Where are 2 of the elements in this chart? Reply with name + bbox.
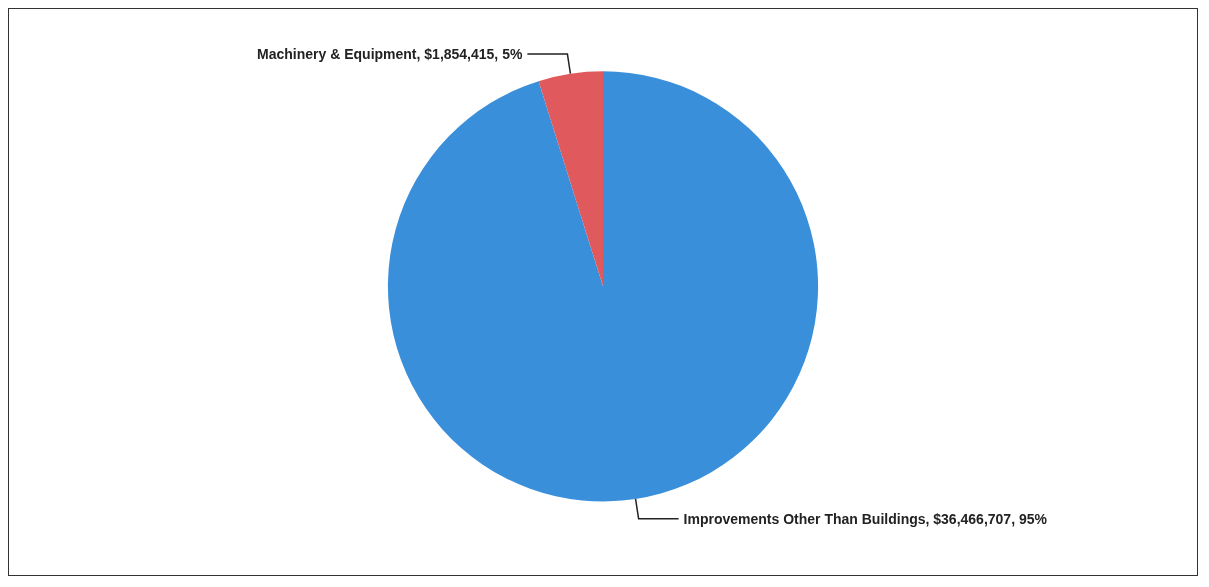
slice-label: Improvements Other Than Buildings, $36,466,707, 95% <box>683 510 1048 527</box>
slice-label: Machinery & Equipment, $1,854,415, 5% <box>257 45 523 62</box>
